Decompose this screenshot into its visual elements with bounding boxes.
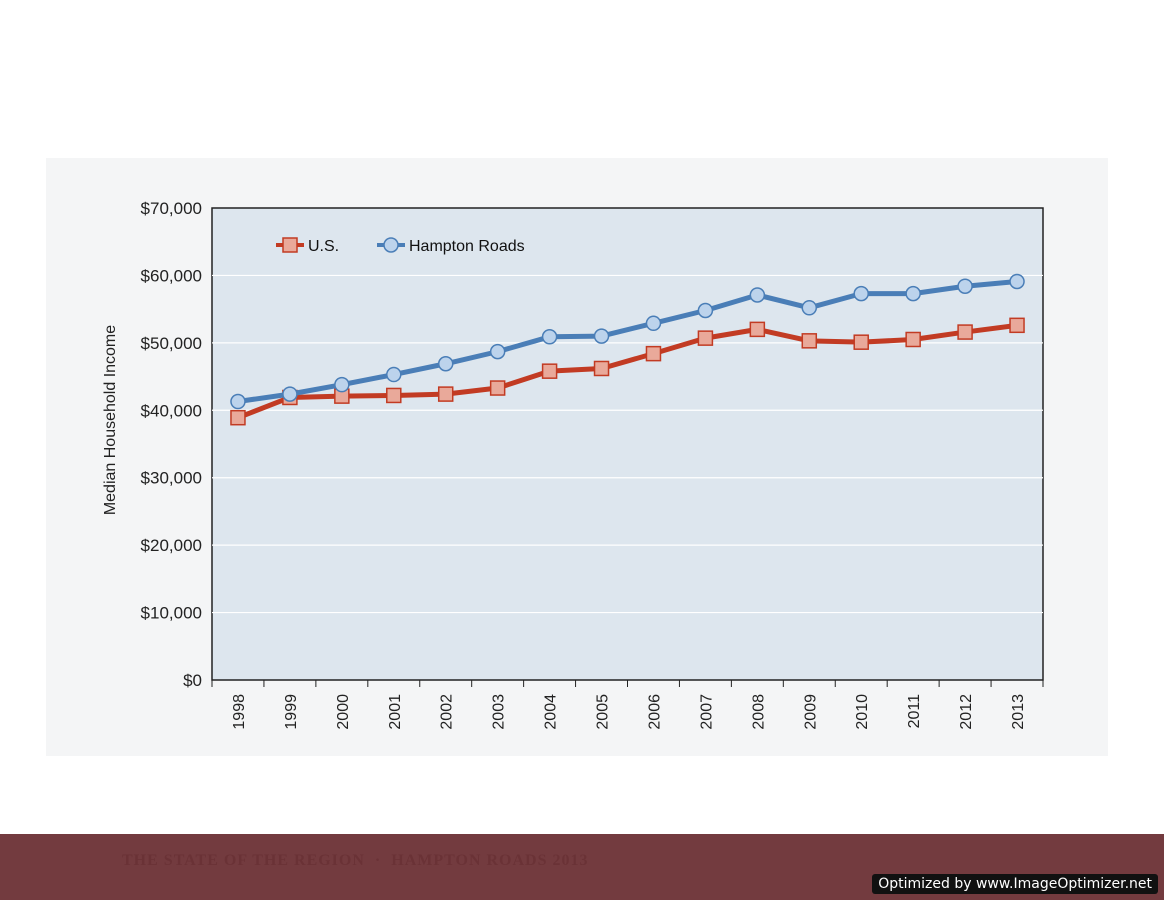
data-point-hampton-roads [593, 328, 610, 344]
y-tick-label: $0 [183, 671, 202, 690]
legend-marker-us [282, 237, 298, 253]
x-tick-label: 2004 [543, 694, 560, 730]
y-tick-label: $60,000 [141, 266, 202, 285]
x-tick-label: 2000 [335, 694, 352, 730]
x-tick-label: 2013 [1010, 694, 1027, 730]
x-tick-label: 2002 [439, 694, 456, 730]
y-tick-label: $40,000 [141, 401, 202, 420]
x-tick-label: 2006 [646, 694, 663, 730]
x-tick-label: 2007 [698, 694, 715, 730]
data-point-hampton-roads [386, 366, 402, 383]
series-layer [230, 273, 1025, 426]
x-tick-label: 2001 [387, 694, 404, 730]
data-point-us [1009, 317, 1025, 334]
footer-band: THE STATE OF THE REGION · HAMPTON ROADS … [0, 834, 1164, 900]
legend-label-us: U.S. [308, 238, 339, 255]
data-point-us [541, 363, 558, 379]
data-point-hampton-roads [1009, 273, 1025, 290]
data-point-hampton-roads [437, 356, 454, 372]
x-tick-label: 2003 [491, 694, 508, 730]
data-point-hampton-roads [801, 300, 818, 316]
data-point-hampton-roads [645, 315, 662, 332]
x-tick-label: 2012 [958, 694, 975, 730]
y-tick-label: $30,000 [141, 469, 202, 488]
data-point-us [957, 324, 973, 340]
legend-label-hampton-roads: Hampton Roads [409, 238, 525, 255]
x-tick-label: 1998 [231, 694, 248, 730]
y-tick-label: $20,000 [141, 536, 202, 555]
plot-area [211, 207, 1044, 681]
data-point-us [437, 386, 454, 402]
x-tick-label: 2008 [750, 694, 767, 730]
data-point-us [230, 409, 246, 426]
data-point-us [801, 333, 818, 349]
data-point-hampton-roads [853, 285, 869, 302]
y-tick-label: $10,000 [141, 604, 202, 623]
data-point-hampton-roads [282, 386, 298, 402]
y-axis-label: Median Household Income [102, 325, 119, 515]
series-line-us [237, 322, 1018, 421]
data-point-us [489, 380, 506, 396]
y-tick-label: $50,000 [141, 334, 202, 353]
data-point-hampton-roads [957, 278, 973, 294]
x-tick-label: 2009 [802, 694, 819, 730]
x-tick-label: 2011 [906, 694, 923, 729]
data-point-us [749, 321, 766, 338]
data-point-us [697, 330, 714, 346]
legend-marker-hampton-roads [383, 237, 399, 253]
x-tick-label: 2010 [854, 694, 871, 730]
data-point-hampton-roads [334, 376, 350, 393]
data-point-us [853, 334, 869, 350]
footer-running-title: THE STATE OF THE REGION · HAMPTON ROADS … [122, 852, 589, 869]
data-point-hampton-roads [230, 393, 246, 410]
x-tick-label: 2005 [595, 694, 612, 730]
data-point-us [386, 387, 402, 404]
data-point-us [905, 331, 921, 348]
data-point-hampton-roads [697, 302, 714, 319]
series-line-hampton-roads [237, 279, 1018, 404]
data-point-hampton-roads [541, 329, 558, 345]
data-point-us [593, 360, 610, 377]
data-point-hampton-roads [489, 343, 506, 360]
gridlines [212, 274, 1043, 614]
y-tick-label: $70,000 [141, 199, 202, 218]
data-point-us [645, 345, 662, 362]
x-tick-label: 1999 [283, 694, 300, 730]
legend: U.S. Hampton Roads [276, 237, 525, 255]
data-point-hampton-roads [905, 285, 921, 302]
watermark-badge: Optimized by www.ImageOptimizer.net [872, 874, 1158, 894]
data-point-hampton-roads [749, 287, 766, 303]
axes: $0 $10,000 $20,000 $30,000 $40,000 $50,000 $60… [141, 199, 1044, 730]
